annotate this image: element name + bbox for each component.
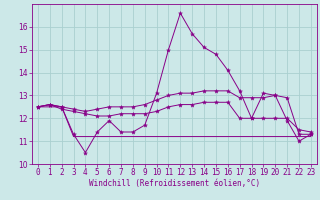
X-axis label: Windchill (Refroidissement éolien,°C): Windchill (Refroidissement éolien,°C) xyxy=(89,179,260,188)
